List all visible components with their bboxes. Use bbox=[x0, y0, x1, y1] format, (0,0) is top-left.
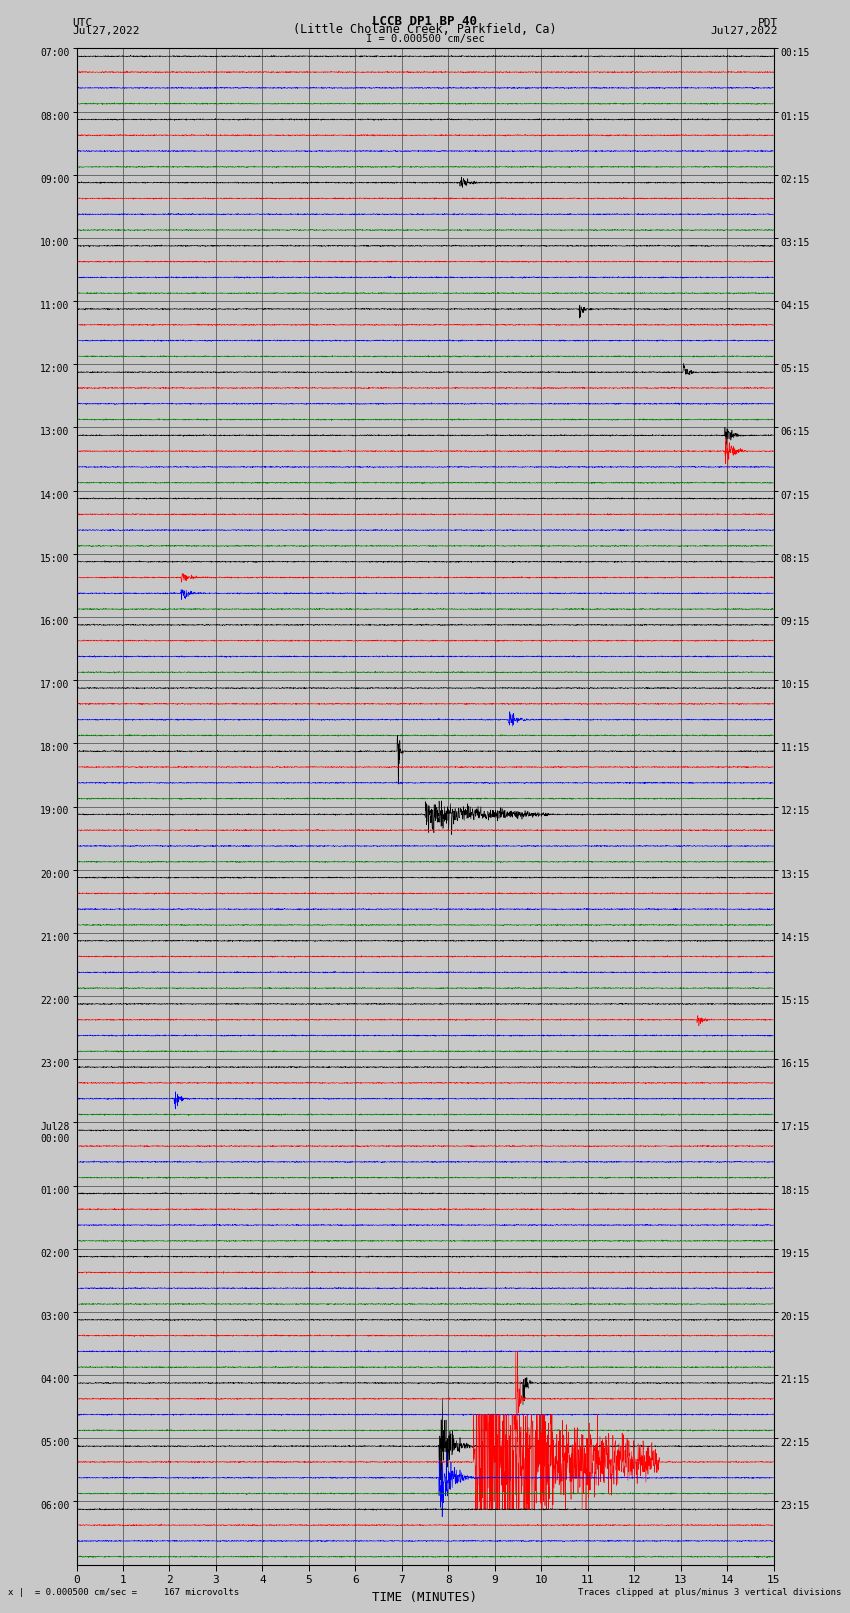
Text: PDT: PDT bbox=[757, 18, 778, 29]
Text: Jul27,2022: Jul27,2022 bbox=[72, 26, 139, 37]
Text: Jul27,2022: Jul27,2022 bbox=[711, 26, 778, 37]
Text: x |  = 0.000500 cm/sec =     167 microvolts: x | = 0.000500 cm/sec = 167 microvolts bbox=[8, 1587, 240, 1597]
Text: LCCB DP1 BP 40: LCCB DP1 BP 40 bbox=[372, 15, 478, 29]
Text: Traces clipped at plus/minus 3 vertical divisions: Traces clipped at plus/minus 3 vertical … bbox=[578, 1587, 842, 1597]
Text: I = 0.000500 cm/sec: I = 0.000500 cm/sec bbox=[366, 34, 484, 44]
Text: UTC: UTC bbox=[72, 18, 93, 29]
X-axis label: TIME (MINUTES): TIME (MINUTES) bbox=[372, 1590, 478, 1603]
Text: (Little Cholane Creek, Parkfield, Ca): (Little Cholane Creek, Parkfield, Ca) bbox=[293, 23, 557, 37]
